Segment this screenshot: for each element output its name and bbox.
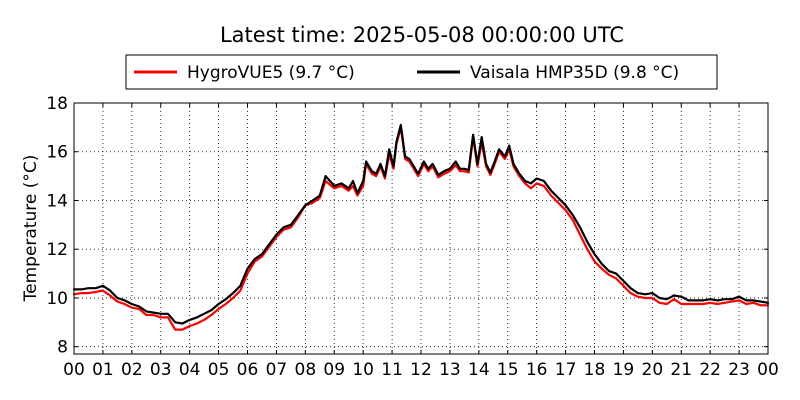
- y-axis-label: Temperature (°C): [21, 155, 41, 303]
- y-tick-label: 10: [46, 289, 68, 309]
- x-tick-label: 16: [526, 360, 548, 380]
- legend: HygroVUE5 (9.7 °C) Vaisala HMP35D (9.8 °…: [125, 54, 718, 90]
- x-tick-label: 22: [699, 360, 721, 380]
- x-tick-label: 15: [497, 360, 519, 380]
- legend-label-vaisala: Vaisala HMP35D (9.8 °C): [470, 63, 679, 83]
- x-tick-label: 00: [63, 360, 85, 380]
- x-tick-label: 21: [670, 360, 692, 380]
- x-tick-label: 08: [295, 360, 317, 380]
- chart-title: Latest time: 2025-05-08 00:00:00 UTC: [220, 23, 624, 47]
- x-tick-label: 10: [352, 360, 374, 380]
- y-tick-label: 18: [46, 94, 68, 114]
- x-tick-label: 07: [266, 360, 288, 380]
- plot-area-frame: [73, 102, 769, 355]
- series-line-vaisala-hmp35d: [72, 123, 770, 325]
- x-tick-label: 18: [584, 360, 606, 380]
- x-tick-label: 14: [468, 360, 490, 380]
- y-tick-label: 12: [46, 240, 68, 260]
- x-tick-label: 01: [92, 360, 114, 380]
- x-tick-label: 02: [121, 360, 143, 380]
- x-tick-label: 00: [757, 360, 779, 380]
- series-layer: [72, 123, 770, 331]
- x-tick-label: 20: [642, 360, 664, 380]
- x-tick-label: 23: [728, 360, 750, 380]
- axis-ticks: 00 01 02 03 04 05 06 07 08 09 10 11 12 13 14 15 16 17 18 19…: [46, 94, 778, 380]
- x-tick-label: 13: [439, 360, 461, 380]
- x-tick-label: 05: [208, 360, 230, 380]
- y-tick-label: 14: [46, 191, 68, 211]
- x-tick-label: 17: [555, 360, 577, 380]
- x-tick-label: 06: [237, 360, 259, 380]
- x-tick-label: 11: [381, 360, 403, 380]
- y-tick-label: 8: [57, 338, 68, 358]
- x-tick-label: 04: [179, 360, 201, 380]
- x-tick-label: 12: [410, 360, 432, 380]
- legend-label-hygrovue: HygroVUE5 (9.7 °C): [187, 63, 355, 83]
- x-tick-label: 19: [613, 360, 635, 380]
- y-tick-label: 16: [46, 143, 68, 163]
- x-tick-label: 09: [323, 360, 345, 380]
- x-tick-label: 03: [150, 360, 172, 380]
